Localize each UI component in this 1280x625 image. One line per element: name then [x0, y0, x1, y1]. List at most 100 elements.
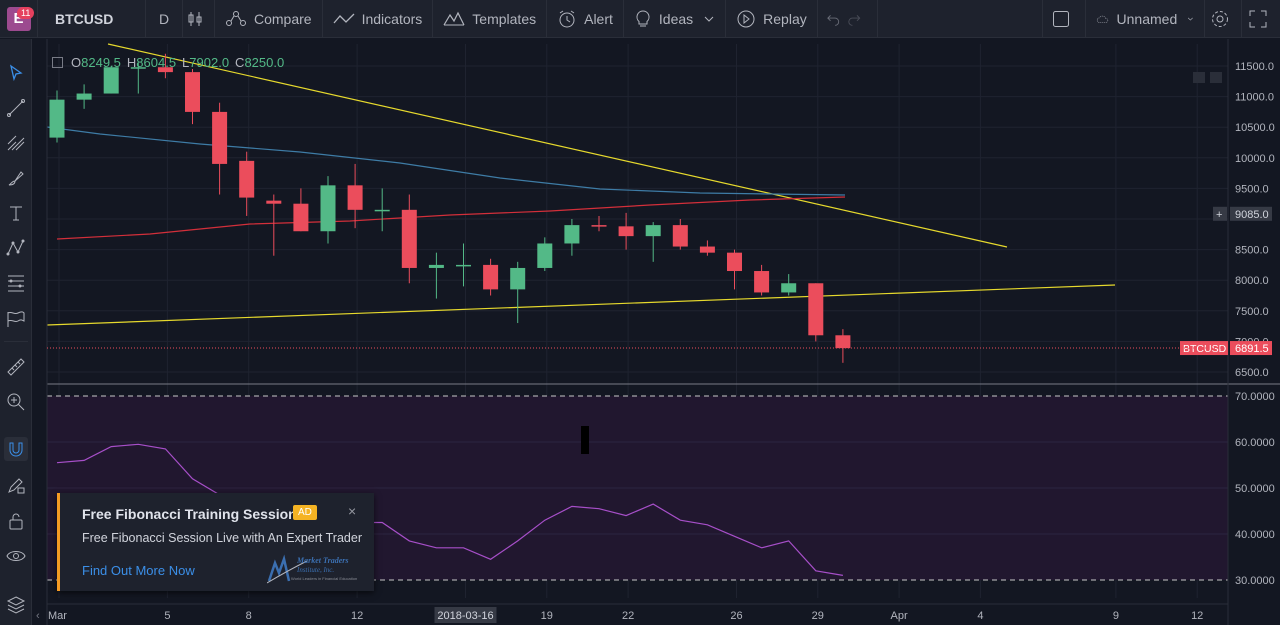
cursor-tool-icon[interactable]	[4, 61, 28, 85]
fib-retracement-tool-icon[interactable]	[4, 271, 28, 295]
candle-body	[699, 246, 715, 253]
candle-body	[754, 271, 770, 293]
candle-body	[456, 264, 471, 267]
candle-body	[103, 67, 119, 94]
drawings-layer	[46, 43, 1116, 326]
market-traders-logo: Market Traders Institute, Inc. World Lea…	[267, 554, 357, 584]
pane-maximize-icon	[1210, 72, 1222, 83]
compare-button[interactable]: Compare	[215, 0, 323, 38]
candle-body	[49, 99, 65, 138]
price-tick-label: 10000.0	[1235, 153, 1275, 165]
ruler-tool-icon[interactable]	[4, 355, 28, 379]
candles-icon	[188, 11, 202, 26]
pane-minimize-icon	[1193, 72, 1205, 83]
eye-icon[interactable]	[4, 544, 28, 568]
compare-icon	[226, 10, 246, 26]
top-right-group: Unnamed	[1042, 0, 1280, 38]
layers-icon[interactable]	[4, 592, 28, 616]
candle-body	[537, 243, 553, 268]
pattern-tool-icon[interactable]	[4, 236, 28, 260]
ad-cta-link[interactable]: Find Out More Now	[82, 563, 195, 578]
trendline-tool-icon[interactable]	[4, 96, 28, 120]
alert-button[interactable]: Alert	[547, 0, 624, 38]
top-toolbar: E 11 BTCUSD D Compare Indicators Templat…	[0, 0, 1280, 38]
interval-button[interactable]: D	[146, 0, 183, 38]
brush-tool-icon[interactable]	[4, 166, 28, 190]
save-layout-button[interactable]: Unnamed	[1086, 0, 1205, 38]
price-tick-label: 10500.0	[1235, 122, 1275, 134]
time-tick-label: 12	[351, 610, 363, 622]
ideas-button[interactable]: Ideas	[624, 0, 727, 38]
candle-body	[808, 283, 824, 336]
templates-button[interactable]: Templates	[433, 0, 548, 38]
candle-body	[185, 72, 200, 112]
undo-icon[interactable]	[826, 12, 841, 26]
alert-label: Alert	[584, 10, 613, 27]
price-tick-label: 6500.0	[1235, 367, 1269, 379]
indicators-button[interactable]: Indicators	[323, 0, 434, 38]
last-price-bg	[1230, 341, 1272, 356]
chart-style-button[interactable]	[183, 0, 215, 38]
ad-close-button[interactable]: ×	[348, 503, 357, 519]
rsi-tick-label: 70.0000	[1235, 391, 1275, 403]
legend-open: O8249.5	[71, 55, 121, 70]
compare-label: Compare	[254, 10, 312, 27]
notification-badge: 11	[17, 6, 35, 19]
price-axis: 11500.0 11000.0 10500.0 10000.0 9500.0 8500.0…	[1180, 61, 1275, 379]
time-tick-label: 12	[1191, 610, 1203, 622]
lock-drawings-pencil-icon[interactable]	[4, 473, 28, 497]
replay-icon	[737, 10, 755, 27]
time-tick-label: 5	[164, 610, 170, 622]
candle-body	[212, 111, 228, 164]
rsi-axis: 70.0000 60.0000 50.0000 40.0000 30.0000	[581, 391, 1275, 587]
lock-icon[interactable]	[4, 509, 28, 533]
candle-body	[293, 203, 309, 232]
settings-button[interactable]	[1205, 0, 1242, 38]
chevron-down-icon	[704, 16, 714, 22]
crosshair-label-bg	[1230, 206, 1272, 221]
pane-separator	[46, 39, 1280, 625]
undo-redo-group	[818, 0, 878, 38]
svg-text:World Leaders in Financial Edu: World Leaders in Financial Education	[291, 576, 357, 581]
zoom-tool-icon[interactable]	[4, 390, 28, 414]
upper-trendline	[107, 43, 1008, 248]
chart-canvas[interactable]: 11500.0 11000.0 10500.0 10000.0 9500.0 8500.0…	[33, 39, 1280, 625]
layout-select-button[interactable]	[1042, 0, 1086, 38]
candle-body	[781, 283, 797, 293]
moving-averages	[46, 126, 846, 240]
candle-body	[347, 185, 363, 210]
legend-low: L7902.0	[182, 55, 230, 70]
candle-body	[645, 225, 661, 237]
collapse-legend-icon[interactable]	[52, 57, 63, 68]
replay-button[interactable]: Replay	[726, 0, 818, 38]
candle-body	[727, 252, 742, 272]
price-tick-label: 9500.0	[1235, 183, 1269, 195]
square-layout-icon	[1052, 10, 1069, 27]
pitchfork-tool-icon[interactable]	[4, 130, 28, 154]
cloud-icon	[1096, 15, 1109, 23]
candle-body	[374, 209, 390, 212]
magnet-tool-icon[interactable]	[4, 437, 28, 461]
chart-pane[interactable]: 11500.0 11000.0 10500.0 10000.0 9500.0 8500.0…	[33, 39, 1280, 625]
fullscreen-button[interactable]	[1242, 0, 1280, 38]
alarm-clock-icon	[559, 10, 575, 27]
ohlc-legend: O8249.5 H8604.5 L7902.0 C8250.0	[52, 55, 284, 70]
ad-title[interactable]: Free Fibonacci Training Session	[82, 506, 297, 522]
templates-label: Templates	[472, 10, 537, 27]
time-tick-label: 8	[246, 610, 252, 622]
svg-text:Institute, Inc.: Institute, Inc.	[296, 566, 334, 574]
symbol-search-button[interactable]: BTCUSD	[38, 0, 146, 38]
candle-body	[591, 225, 607, 227]
crosshair-plus-icon	[1213, 206, 1227, 221]
candle-body	[428, 264, 444, 268]
candle-body	[320, 185, 336, 232]
app-menu-button[interactable]: E 11	[0, 0, 38, 38]
text-tool-icon[interactable]	[4, 201, 28, 225]
candle-body	[401, 209, 417, 268]
ad-tag-badge: AD	[293, 505, 317, 520]
ad-popup[interactable]: Free Fibonacci Training Session AD × Fre…	[57, 493, 374, 591]
prediction-tool-icon[interactable]	[4, 307, 28, 331]
candle-body	[564, 225, 580, 244]
redo-icon[interactable]	[847, 12, 862, 26]
